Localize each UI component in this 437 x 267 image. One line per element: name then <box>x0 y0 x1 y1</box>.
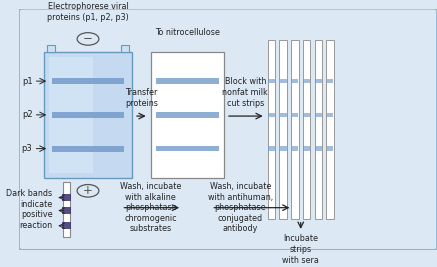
Bar <box>62 194 71 201</box>
Bar <box>268 113 275 117</box>
Bar <box>156 78 219 84</box>
Text: Incubate
strips
with sera: Incubate strips with sera <box>282 234 319 265</box>
Bar <box>52 146 125 152</box>
Bar <box>303 79 310 83</box>
Bar <box>121 45 128 52</box>
Bar <box>268 146 275 151</box>
Text: Dark bands
indicate
positive
reaction: Dark bands indicate positive reaction <box>7 189 52 230</box>
Text: −: − <box>83 32 93 45</box>
Text: p3: p3 <box>22 144 32 153</box>
Bar <box>62 207 71 214</box>
Bar <box>326 113 333 117</box>
Text: +: + <box>83 184 93 197</box>
Bar <box>315 146 322 151</box>
Bar <box>326 146 333 151</box>
Bar <box>280 113 287 117</box>
Text: Transfer
proteins: Transfer proteins <box>125 88 158 108</box>
Bar <box>315 113 322 117</box>
Text: Electrophorese viral
proteins (p1, p2, p3): Electrophorese viral proteins (p1, p2, p… <box>47 2 129 22</box>
Bar <box>291 146 298 151</box>
Bar <box>291 79 298 83</box>
Bar <box>303 146 310 151</box>
Text: Wash, incubate
with antihuman,
phosphatase
conjugated
antibody: Wash, incubate with antihuman, phosphata… <box>208 182 273 233</box>
Text: Block with
nonfat milk,
cut strips: Block with nonfat milk, cut strips <box>222 77 270 108</box>
Bar <box>279 40 287 218</box>
Bar <box>63 182 70 237</box>
Bar <box>268 40 275 218</box>
Text: p2: p2 <box>22 110 32 119</box>
Bar <box>291 40 298 218</box>
Text: To nitrocellulose: To nitrocellulose <box>155 28 220 37</box>
Bar <box>156 146 219 151</box>
Bar <box>315 40 322 218</box>
Bar <box>280 79 287 83</box>
Bar <box>291 113 298 117</box>
Bar <box>326 40 334 218</box>
Bar <box>151 52 224 178</box>
FancyBboxPatch shape <box>19 9 437 250</box>
Text: p1: p1 <box>22 77 32 86</box>
Bar <box>62 222 71 229</box>
Bar <box>48 45 55 52</box>
Bar <box>303 113 310 117</box>
Bar <box>315 79 322 83</box>
Bar <box>280 146 287 151</box>
Bar <box>52 78 125 84</box>
Bar <box>268 79 275 83</box>
Bar <box>44 52 132 178</box>
Bar <box>156 112 219 117</box>
Bar <box>49 57 93 173</box>
Bar <box>52 112 125 118</box>
Text: Wash, incubate
with alkaline
phosphatase
chromogenic
substrates: Wash, incubate with alkaline phosphatase… <box>120 182 181 233</box>
Bar <box>326 79 333 83</box>
Bar <box>303 40 310 218</box>
